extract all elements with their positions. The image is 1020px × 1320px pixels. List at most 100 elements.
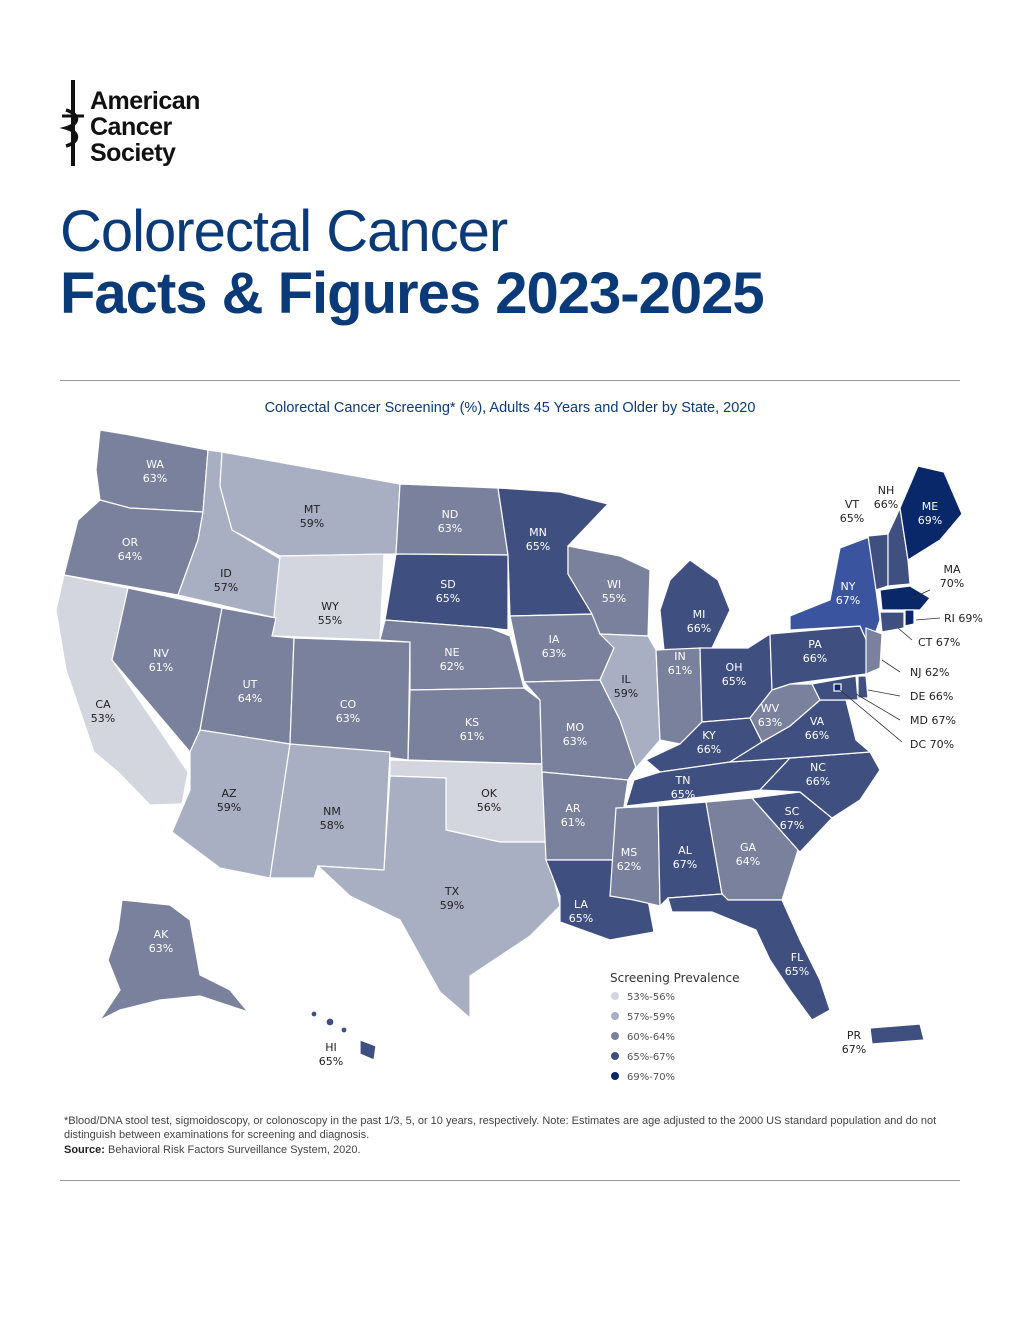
- state-label-sc: SC 67%: [780, 805, 804, 832]
- state-sc: [750, 791, 833, 853]
- state-label-or: OR 64%: [118, 536, 142, 563]
- state-label-ks: KS 61%: [460, 716, 484, 743]
- state-pr: [869, 1023, 925, 1045]
- state-label-wv: WV 63%: [758, 702, 782, 729]
- state-wa: [95, 429, 209, 513]
- state-label-tx: TX 59%: [440, 885, 464, 912]
- legend-swatch: [611, 1052, 619, 1060]
- state-label-wa: WA 63%: [143, 458, 167, 485]
- state-me: [899, 465, 963, 561]
- source-line: Source: Behavioral Risk Factors Surveill…: [64, 1144, 361, 1156]
- legend-item: 57%-59%: [627, 1012, 675, 1023]
- state-label-in: IN 61%: [668, 650, 692, 677]
- state-label-ma: MA 70%: [940, 563, 964, 590]
- callout-ct: CT 67%: [918, 636, 960, 649]
- us-choropleth-map: WA 63% OR 64% CA 53% ID 57% NV 61% MT 59% WY 55% UT 64%…: [55, 429, 983, 1083]
- callout-de: DE 66%: [910, 690, 953, 703]
- state-label-id: ID 57%: [214, 567, 238, 594]
- state-label-ia: IA 63%: [542, 633, 566, 660]
- state-label-me: ME 69%: [918, 500, 942, 527]
- state-label-ky: KY 66%: [697, 729, 721, 756]
- map-title: Colorectal Cancer Screening* (%), Adults…: [264, 400, 756, 416]
- state-ri: [904, 609, 915, 627]
- state-label-sd: SD 65%: [436, 578, 460, 605]
- state-label-nc: NC 66%: [806, 761, 830, 788]
- state-label-ak: AK 63%: [149, 928, 173, 955]
- state-ak: [98, 899, 250, 1022]
- state-label-nh: NH 66%: [874, 484, 898, 511]
- title-line-2: Facts & Figures 2023-2025: [60, 261, 765, 326]
- legend-swatch: [611, 1012, 619, 1020]
- legend-title: Screening Prevalence: [610, 971, 739, 985]
- state-label-co: CO 63%: [336, 698, 360, 725]
- bottom-divider: [60, 1180, 960, 1181]
- state-label-hi: HI 65%: [319, 1041, 343, 1068]
- state-sd: [384, 553, 509, 631]
- callout-ri: RI 69%: [944, 612, 983, 625]
- state-tx: [316, 775, 561, 1020]
- state-label-ca: CA 53%: [91, 698, 115, 725]
- state-label-wy: WY 55%: [318, 600, 342, 627]
- callout-nj: NJ 62%: [910, 666, 949, 679]
- logo-line-2: Cancer: [90, 113, 172, 141]
- state-label-ms: MS 62%: [617, 846, 641, 873]
- source-label: Source:: [64, 1144, 105, 1156]
- state-label-ar: AR 61%: [561, 802, 585, 829]
- legend-item: 60%-64%: [627, 1032, 675, 1043]
- logo-line-3: Society: [90, 139, 176, 167]
- legend-item: 69%-70%: [627, 1072, 675, 1083]
- footnote: *Blood/DNA stool test, sigmoidoscopy, or…: [64, 1115, 937, 1141]
- state-label-ga: GA 64%: [736, 841, 760, 868]
- state-hi: [310, 1010, 377, 1061]
- legend-swatch: [611, 1032, 619, 1040]
- state-label-ok: OK 56%: [477, 787, 501, 814]
- state-ct: [879, 611, 905, 633]
- state-label-va: VA 66%: [805, 715, 829, 742]
- state-label-mi: MI 66%: [687, 608, 711, 635]
- state-label-la: LA 65%: [569, 898, 593, 925]
- state-label-mt: MT 59%: [300, 503, 324, 530]
- state-il: [598, 633, 661, 770]
- state-label-wi: WI 55%: [602, 578, 626, 605]
- state-label-mo: MO 63%: [563, 721, 587, 748]
- state-de: [857, 675, 869, 699]
- state-label-tn: TN 65%: [671, 774, 695, 801]
- legend-swatch: [611, 992, 619, 1000]
- state-label-ne: NE 62%: [440, 646, 464, 673]
- state-wy: [271, 553, 385, 641]
- state-label-nv: NV 61%: [149, 647, 173, 674]
- callout-md: MD 67%: [910, 714, 956, 727]
- logo-line-1: American: [90, 87, 200, 115]
- state-mi: [659, 559, 731, 651]
- legend: Screening Prevalence 53%-56% 57%-59% 60%-64…: [610, 971, 739, 1083]
- state-ny: [789, 535, 881, 650]
- state-label-al: AL 67%: [673, 844, 697, 871]
- legend-swatch: [611, 1072, 619, 1080]
- callout-dc: DC 70%: [910, 738, 954, 751]
- state-label-az: AZ 59%: [217, 787, 241, 814]
- source-text: Behavioral Risk Factors Surveillance Sys…: [104, 1144, 361, 1156]
- state-fl: [667, 893, 831, 1021]
- state-label-nm: NM 58%: [320, 805, 344, 832]
- state-label-fl: FL 65%: [785, 951, 809, 978]
- state-label-ut: UT 64%: [238, 678, 262, 705]
- sword-logo-icon: [59, 80, 84, 166]
- state-ma: [879, 585, 931, 611]
- state-label-oh: OH 65%: [722, 661, 746, 688]
- state-dc: [833, 683, 842, 692]
- state-nh: [887, 505, 911, 587]
- state-label-il: IL 59%: [614, 673, 638, 700]
- state-ms: [609, 805, 661, 907]
- state-label-pr: PR 67%: [842, 1029, 866, 1056]
- title-line-1: Colorectal Cancer: [60, 199, 508, 264]
- state-label-mn: MN 65%: [526, 526, 550, 553]
- state-label-nd: ND 63%: [438, 508, 462, 535]
- state-nj: [865, 627, 883, 675]
- top-divider: [60, 380, 960, 381]
- state-label-ny: NY 67%: [836, 580, 860, 607]
- state-label-pa: PA 66%: [803, 638, 827, 665]
- legend-item: 65%-67%: [627, 1052, 675, 1063]
- legend-item: 53%-56%: [627, 992, 675, 1003]
- acs-logo: American Cancer Society: [59, 80, 260, 170]
- state-label-vt: VT 65%: [840, 498, 864, 525]
